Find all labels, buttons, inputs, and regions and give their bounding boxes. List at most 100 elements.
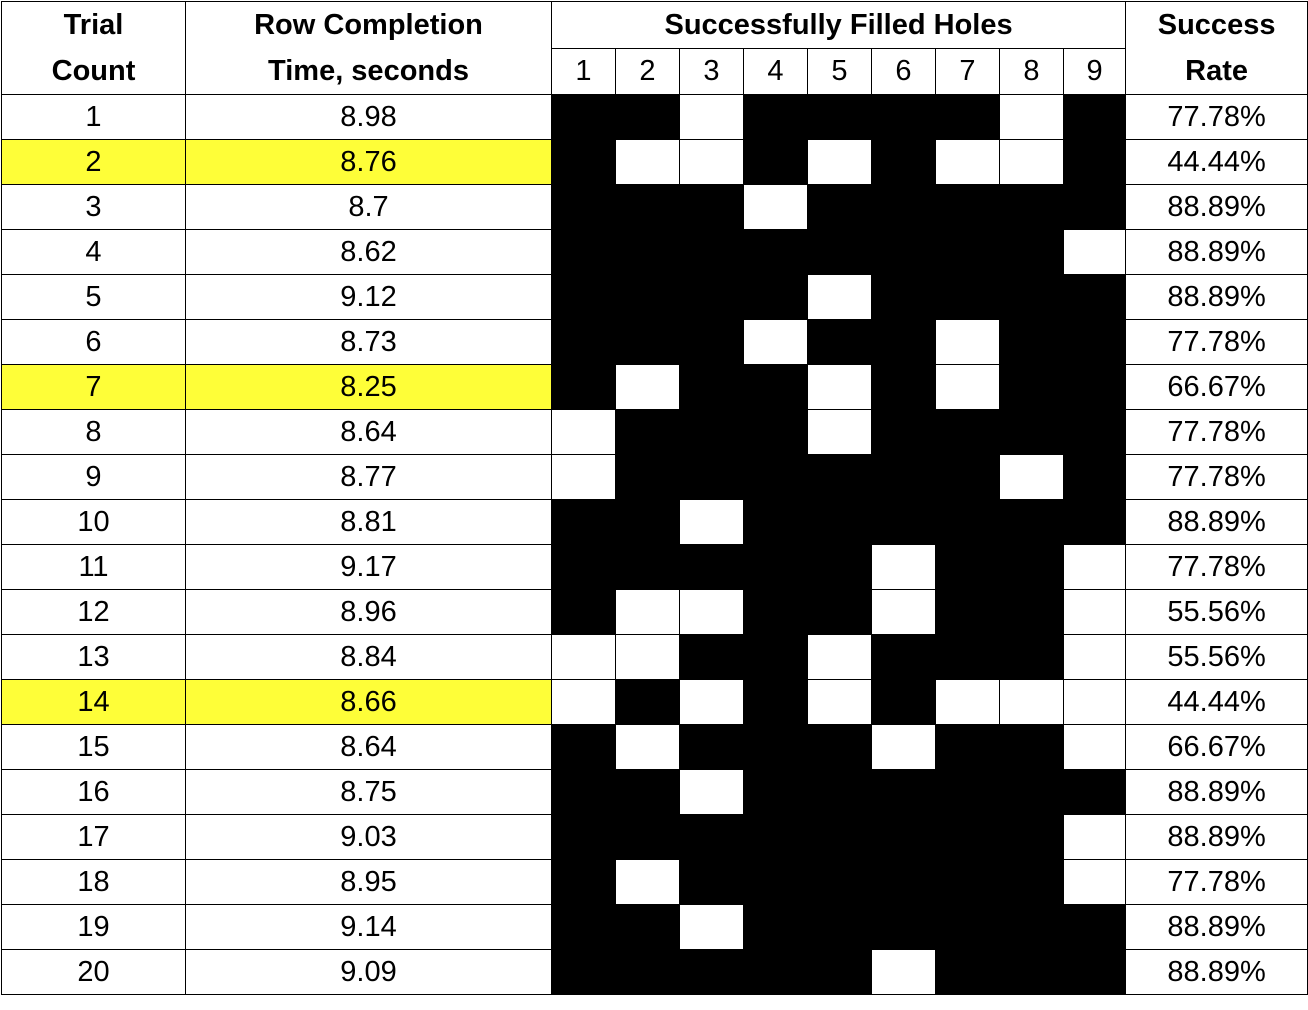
completion-time-cell: 8.84 (185, 634, 552, 680)
completion-time-cell: 8.95 (185, 859, 552, 905)
hole-empty-cell (679, 499, 744, 545)
table-row: 6 8.73 77.78% (1, 319, 1308, 365)
hole-filled-cell (807, 544, 872, 590)
hole-filled-cell (551, 94, 616, 140)
trial-count-cell: 16 (1, 769, 186, 815)
hole-filled-cell (935, 454, 1000, 500)
hole-empty-cell (679, 904, 744, 950)
table-row: 19 9.14 88.89% (1, 904, 1308, 950)
success-rate-cell: 88.89% (1125, 769, 1308, 815)
hole-empty-cell (551, 679, 616, 725)
hole-filled-cell (679, 274, 744, 320)
table-row: 18 8.95 77.78% (1, 859, 1308, 905)
hole-filled-cell (743, 949, 808, 995)
completion-time-cell: 8.75 (185, 769, 552, 815)
hole-filled-cell (1062, 409, 1127, 455)
hole-filled-cell (935, 814, 1000, 860)
hole-filled-cell (999, 229, 1064, 275)
hole-filled-cell (551, 319, 616, 365)
trial-count-cell: 14 (1, 679, 186, 725)
hole-empty-cell (999, 94, 1064, 140)
completion-time-cell: 8.62 (185, 229, 552, 275)
hole-filled-cell (1062, 139, 1127, 185)
table-row: 13 8.84 55.56% (1, 634, 1308, 680)
hole-empty-cell (871, 724, 936, 770)
hole-filled-cell (935, 274, 1000, 320)
header-filled-holes: Successfully Filled Holes (550, 1, 1127, 49)
hole-filled-cell (551, 724, 616, 770)
hole-filled-cell (999, 769, 1064, 815)
hole-filled-cell (807, 229, 872, 275)
hole-filled-cell (743, 634, 808, 680)
success-rate-cell: 88.89% (1125, 949, 1308, 995)
success-rate-cell: 88.89% (1125, 274, 1308, 320)
hole-filled-cell (1062, 499, 1127, 545)
success-rate-cell: 55.56% (1125, 634, 1308, 680)
trial-count-cell: 1 (1, 94, 186, 140)
hole-filled-cell (807, 814, 872, 860)
success-rate-cell: 88.89% (1125, 184, 1308, 230)
hole-filled-cell (615, 769, 680, 815)
hole-filled-cell (743, 499, 808, 545)
success-rate-cell: 77.78% (1125, 544, 1308, 590)
hole-filled-cell (615, 679, 680, 725)
hole-empty-cell (999, 139, 1064, 185)
trial-count-cell: 2 (1, 139, 186, 185)
trial-count-cell: 3 (1, 184, 186, 230)
success-rate-cell: 88.89% (1125, 229, 1308, 275)
hole-filled-cell (743, 544, 808, 590)
hole-filled-cell (551, 274, 616, 320)
header-completion-time: Row Completion Time, seconds (185, 1, 552, 95)
table-row: 9 8.77 77.78% (1, 454, 1308, 500)
completion-time-cell: 8.66 (185, 679, 552, 725)
hole-filled-cell (743, 814, 808, 860)
hole-empty-cell (1062, 724, 1127, 770)
hole-empty-cell (679, 679, 744, 725)
hole-filled-cell (615, 319, 680, 365)
hole-filled-cell (999, 634, 1064, 680)
table-row: 20 9.09 88.89% (1, 949, 1308, 995)
hole-filled-cell (743, 454, 808, 500)
hole-filled-cell (615, 454, 680, 500)
success-rate-cell: 77.78% (1125, 454, 1308, 500)
hole-filled-cell (935, 904, 1000, 950)
hole-filled-cell (999, 949, 1064, 995)
hole-filled-cell (1062, 274, 1127, 320)
hole-empty-cell (551, 454, 616, 500)
hole-empty-cell (615, 634, 680, 680)
hole-filled-cell (871, 679, 936, 725)
trial-count-cell: 20 (1, 949, 186, 995)
completion-time-cell: 8.77 (185, 454, 552, 500)
hole-empty-cell (935, 679, 1000, 725)
success-rate-cell: 88.89% (1125, 814, 1308, 860)
hole-filled-cell (1062, 184, 1127, 230)
hole-filled-cell (871, 409, 936, 455)
hole-empty-cell (615, 859, 680, 905)
table-row: 5 9.12 88.89% (1, 274, 1308, 320)
hole-filled-cell (999, 859, 1064, 905)
trial-count-cell: 15 (1, 724, 186, 770)
success-rate-cell: 77.78% (1125, 859, 1308, 905)
hole-filled-cell (871, 499, 936, 545)
success-rate-cell: 44.44% (1125, 679, 1308, 725)
hole-empty-cell (807, 634, 872, 680)
hole-filled-cell (807, 904, 872, 950)
hole-empty-cell (935, 364, 1000, 410)
trial-count-cell: 6 (1, 319, 186, 365)
success-rate-cell: 88.89% (1125, 904, 1308, 950)
hole-filled-cell (935, 499, 1000, 545)
hole-filled-cell (935, 859, 1000, 905)
hole-empty-cell (551, 409, 616, 455)
trial-count-cell: 8 (1, 409, 186, 455)
hole-filled-cell (807, 859, 872, 905)
hole-filled-cell (615, 499, 680, 545)
hole-filled-cell (743, 589, 808, 635)
success-rate-cell: 55.56% (1125, 589, 1308, 635)
hole-filled-cell (807, 499, 872, 545)
hole-filled-cell (615, 409, 680, 455)
hole-filled-cell (743, 139, 808, 185)
hole-filled-cell (615, 949, 680, 995)
hole-filled-cell (1062, 949, 1127, 995)
hole-filled-cell (743, 769, 808, 815)
hole-filled-cell (807, 454, 872, 500)
